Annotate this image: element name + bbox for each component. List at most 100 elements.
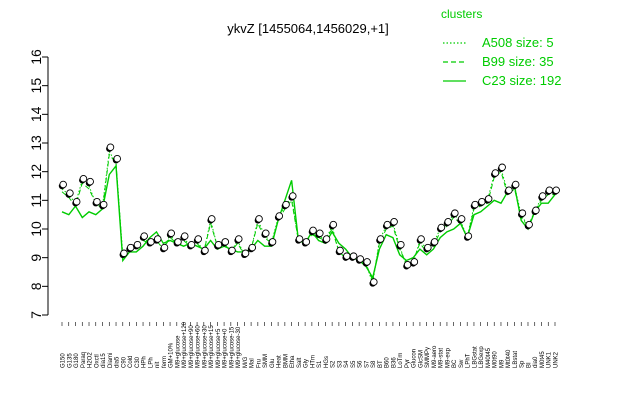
data-point-ring: [167, 229, 176, 237]
x-tick-label: H2O2: [88, 352, 94, 368]
data-point-ring: [282, 200, 290, 209]
data-point-ring: [160, 243, 169, 252]
y-tick-label: 11: [28, 193, 44, 208]
data-point-ring: [194, 235, 203, 243]
x-tick-label: S7: [364, 360, 370, 368]
legend: clusters A508 size: 5 B99 size: 35 C23 siz…: [441, 7, 562, 88]
data-point-ring: [187, 240, 196, 249]
legend-entry-label: C23 size: 192: [482, 73, 562, 88]
x-tick-label: Paraq: [81, 352, 87, 368]
x-tick-label: S6: [358, 360, 364, 368]
x-tick-label: S4: [344, 360, 350, 368]
data-point-ring: [322, 235, 331, 243]
y-tick-label: 15: [28, 78, 44, 94]
x-tick-label: Gly: [304, 359, 310, 368]
y-tick-label: 9: [28, 254, 44, 262]
data-point-ring: [208, 215, 216, 223]
legend-entry-label: A508 size: 5: [482, 35, 554, 50]
data-point-ring: [545, 186, 554, 194]
x-tick-label: Salt: [297, 357, 303, 368]
x-tick-label: M9+glucose+15: [209, 325, 215, 368]
x-tick-label: UNK1: [547, 351, 553, 368]
x-tick-label: LBstat: [513, 351, 519, 368]
data-point-ring: [437, 223, 446, 232]
x-tick-label: BC: [452, 359, 458, 368]
x-tick-label: M9-aero: [432, 345, 438, 368]
x-tick-label: S8: [371, 360, 377, 368]
x-tick-label: Diami: [108, 353, 114, 368]
data-point-ring: [66, 189, 74, 197]
data-point-ring: [403, 261, 412, 269]
data-point-ring: [228, 246, 236, 255]
x-tick-label: M9+glucose-30: [236, 326, 242, 368]
x-tick-label: GM+10%: [169, 342, 175, 368]
data-point-ring: [99, 200, 108, 209]
x-tick-label: BI: [526, 362, 532, 368]
data-point-ring: [471, 200, 479, 209]
x-tick-label: LoTm: [398, 353, 404, 368]
x-tick-label: M9-exp: [445, 347, 451, 368]
data-point-ring: [484, 195, 493, 203]
data-point-ring: [444, 218, 452, 226]
x-tick-label: M9+glucose: [175, 335, 181, 368]
y-tick-label: 12: [28, 164, 44, 180]
x-tick-label: M9+glucose+120: [182, 321, 188, 368]
data-point-ring: [72, 197, 81, 206]
data-point-ring: [174, 238, 182, 246]
y-tick-label: 10: [28, 221, 44, 237]
data-point-ring: [201, 246, 209, 255]
data-point-ring: [430, 238, 439, 246]
x-tick-label: HTm: [310, 355, 316, 368]
data-point-ring: [390, 218, 398, 226]
data-point-ring: [410, 258, 419, 266]
x-tick-label: M9+glucose-15: [229, 326, 235, 368]
series-line-c23: [61, 164, 556, 280]
data-point-ring: [214, 240, 223, 249]
series-line-a508: [61, 150, 555, 284]
data-point-ring: [363, 258, 371, 266]
x-tick-label: S3: [337, 360, 343, 368]
x-tick-label: G135: [67, 353, 73, 368]
data-point-ring: [248, 243, 257, 252]
x-tick-label: GlcSM: [418, 350, 424, 368]
data-point-ring: [255, 215, 263, 223]
x-tick-label: M0t90: [493, 351, 499, 368]
data-point-ring: [181, 232, 189, 240]
x-tick-label: S2: [331, 360, 337, 368]
x-tick-label: LPhT: [466, 353, 472, 368]
data-point-ring: [309, 226, 317, 235]
x-tick-label: C30: [135, 356, 141, 368]
x-tick-label: G150: [61, 353, 67, 368]
data-point-ring: [106, 143, 115, 151]
x-tick-label: G180: [74, 353, 80, 368]
series-line-b99: [61, 153, 555, 283]
y-axis-ticks: 7 8 9 10 11 12 13 14 15 16: [28, 49, 48, 319]
x-tick-label: Mt0t40: [506, 349, 512, 368]
legend-entries: A508 size: 5 B99 size: 35 C23 size: 192: [443, 35, 562, 88]
data-point-ring: [552, 186, 560, 194]
data-point-ring: [86, 177, 94, 186]
data-point-ring: [417, 235, 425, 243]
x-tick-label: M0t45: [540, 351, 546, 368]
x-tick-label: M/G: [243, 356, 249, 368]
x-tick-label: SMMPy: [425, 347, 431, 368]
data-point-ring: [525, 220, 533, 229]
data-point-ring: [518, 209, 527, 217]
data-point-ring: [241, 249, 250, 258]
x-tick-label: Cold: [128, 356, 134, 368]
data-point-ring: [275, 212, 284, 220]
data-point-ring: [133, 240, 142, 249]
data-point-ring: [59, 180, 67, 189]
x-tick-label: dia5: [115, 356, 121, 368]
data-point-ring: [153, 235, 162, 243]
y-tick-label: 13: [28, 135, 44, 151]
series-group: [61, 150, 556, 284]
y-tick-label: 14: [28, 106, 44, 122]
x-tick-label: M40t45: [486, 347, 492, 368]
data-point-ring: [376, 235, 385, 243]
data-point-ring: [302, 238, 311, 246]
x-tick-label: HGs: [324, 356, 330, 368]
data-point-ring: [147, 238, 155, 246]
data-point-ring: [289, 192, 297, 200]
